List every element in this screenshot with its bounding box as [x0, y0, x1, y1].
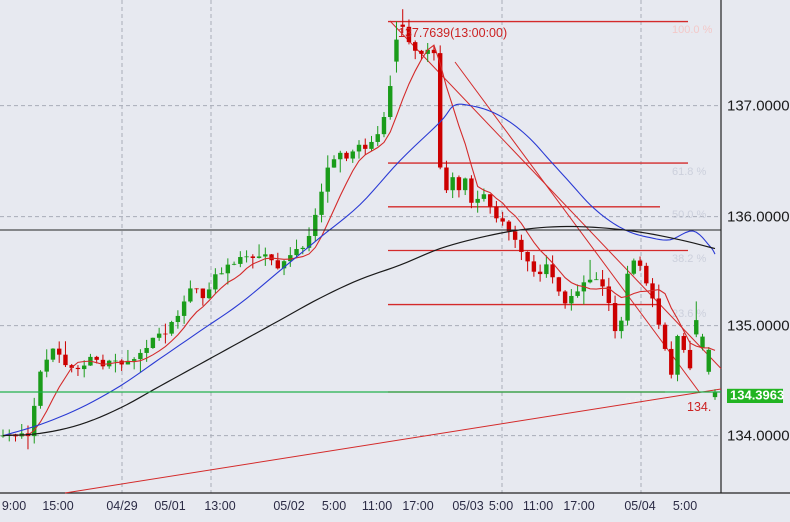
svg-text:15:00: 15:00	[42, 499, 73, 513]
svg-text:38.2 %: 38.2 %	[672, 253, 706, 265]
svg-text:135.0000: 135.0000	[727, 318, 790, 335]
svg-text:04/29: 04/29	[106, 499, 137, 513]
svg-text:05/03: 05/03	[452, 499, 483, 513]
svg-text:11:00: 11:00	[362, 499, 392, 513]
svg-text:05/01: 05/01	[154, 499, 185, 513]
svg-text:134.0000: 134.0000	[727, 428, 790, 445]
svg-text:100.0 %: 100.0 %	[672, 24, 713, 36]
svg-text:05/02: 05/02	[273, 499, 304, 513]
svg-text:50.0 %: 50.0 %	[672, 209, 706, 221]
svg-text:61.8 %: 61.8 %	[672, 166, 706, 178]
svg-text:11:00: 11:00	[523, 499, 553, 513]
svg-text:134.3963: 134.3963	[730, 388, 784, 403]
svg-text:9:00: 9:00	[2, 499, 26, 513]
svg-text:134.: 134.	[687, 400, 711, 414]
svg-text:5:00: 5:00	[322, 499, 346, 513]
svg-text:5:00: 5:00	[489, 499, 513, 513]
svg-text:5:00: 5:00	[673, 499, 697, 513]
svg-text:137.0000: 137.0000	[727, 98, 790, 115]
svg-text:137.7639(13:00:00): 137.7639(13:00:00)	[398, 26, 507, 40]
svg-text:13:00: 13:00	[204, 499, 235, 513]
svg-text:05/04: 05/04	[624, 499, 655, 513]
svg-text:136.0000: 136.0000	[727, 209, 790, 226]
svg-text:17:00: 17:00	[563, 499, 594, 513]
svg-text:17:00: 17:00	[402, 499, 433, 513]
